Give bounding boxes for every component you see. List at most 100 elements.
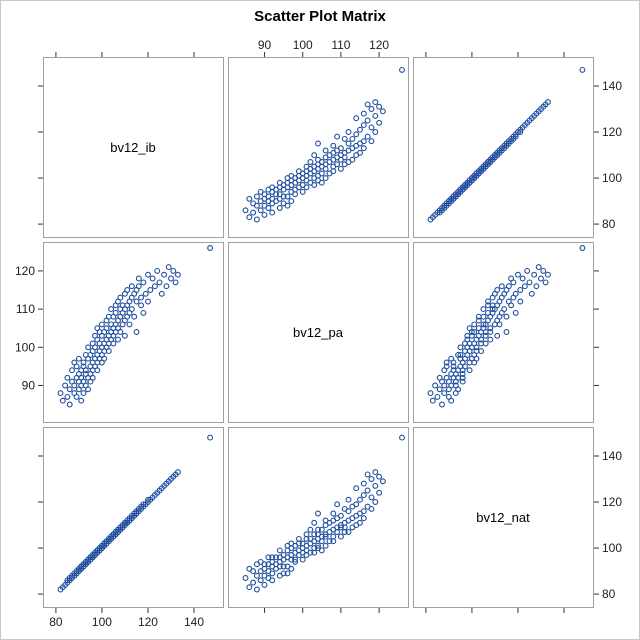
data-point [303,531,310,538]
data-point [353,501,360,508]
data-point [299,188,306,195]
data-point [322,533,329,540]
data-point [307,526,314,533]
data-point [261,581,268,588]
data-point [579,245,586,251]
data-point [59,397,66,404]
cell-frame-bv12_pa-bv12_pa [228,242,409,423]
tick-label: 110 [16,302,35,316]
data-point [207,245,214,251]
data-point [379,108,386,115]
data-point [364,487,371,494]
tick-label: 120 [602,125,622,139]
data-point [82,367,89,374]
data-point [345,140,352,147]
tick-label: 120 [15,264,35,278]
data-point [315,545,321,552]
data-point [80,359,87,366]
data-point [158,290,165,297]
data-point [455,386,462,393]
data-point [311,152,318,159]
data-point [372,469,379,476]
data-point [253,586,260,593]
data-point [360,515,367,522]
data-point [521,283,528,290]
data-point [337,512,344,519]
data-point [265,554,272,561]
data-point [337,524,344,531]
data-point [138,302,145,309]
data-point [261,572,268,579]
data-point [156,279,163,286]
data-point [489,306,496,313]
data-point [466,367,473,374]
cell-frame-bv12_ib-bv12_ib [43,57,224,238]
tick-label: 100 [92,615,112,629]
data-point [376,119,383,126]
data-point [276,547,283,554]
data-point [443,359,450,366]
data-point [357,519,363,526]
data-point [85,386,92,393]
data-point [257,207,264,214]
data-point [512,133,519,140]
data-point [242,207,249,214]
data-point [174,271,181,278]
data-point [98,321,105,328]
data-point [140,309,147,316]
data-point [462,363,468,370]
data-point [257,188,264,195]
tick-label: 100 [602,541,622,555]
data-point [292,556,299,563]
data-point [517,129,524,135]
data-point [288,540,295,547]
data-point [133,329,140,335]
data-point [315,156,321,163]
data-point [318,170,325,177]
data-point [131,313,138,320]
data-point [459,378,466,385]
data-point [517,287,524,293]
data-point [443,363,450,370]
data-point [161,271,168,278]
data-point [89,374,96,381]
data-point [544,99,551,106]
data-point [80,390,87,397]
data-point [457,344,464,351]
data-point [246,195,253,202]
data-point [531,271,538,278]
data-point [526,279,533,286]
data-point [288,172,295,179]
data-point [322,175,329,182]
data-point [121,332,128,339]
data-point [250,579,257,586]
data-point [242,575,249,581]
data-point [168,275,174,282]
data-point [69,367,75,374]
data-point [450,359,457,366]
tick-label: 100 [15,340,35,354]
tick-label: 140 [184,615,204,629]
data-point [364,133,371,140]
data-point [257,577,264,584]
data-point [364,101,371,108]
data-point [496,321,503,328]
data-point [434,393,441,400]
tick-label: 110 [331,38,350,52]
data-point [519,275,526,282]
chart-title: Scatter Plot Matrix [254,8,386,25]
data-point [357,126,363,133]
data-point [544,271,551,278]
data-point [108,306,115,313]
tick-label: 80 [602,587,616,601]
data-point [322,542,329,549]
data-point [75,355,82,362]
data-point [315,510,321,517]
data-point [459,374,466,381]
data-point [133,298,140,305]
variable-label-bv12_pa: bv12_pa [293,325,344,340]
data-point [345,529,352,535]
tick-label: 100 [602,171,622,185]
tick-label: 90 [22,378,36,392]
